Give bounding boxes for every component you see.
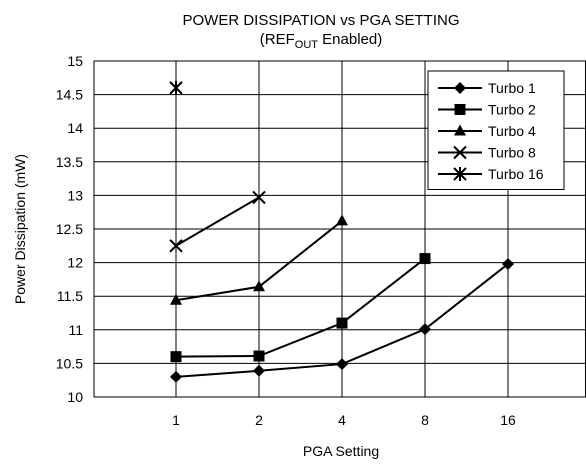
data-point [419,323,431,336]
legend-marker [454,124,466,136]
data-point [419,253,431,265]
series-group [169,80,514,383]
x-axis-label: PGA Setting [303,443,379,459]
series-line [175,196,260,247]
chart-subtitle-prefix: (REF [260,31,295,48]
y-tick-label: 12 [67,255,83,271]
x-tick-label: 8 [421,412,429,428]
legend-label: Turbo 16 [488,166,544,182]
legend: Turbo 1 Turbo 2 Turbo 4 Turbo 8 Turbo 16 [427,70,565,190]
data-point [252,190,266,205]
legend-item: Turbo 2 [438,102,536,118]
data-point [170,351,182,363]
legend-label: Turbo 2 [488,102,536,118]
series-turbo-2 [170,253,431,363]
data-point [336,317,348,329]
y-tick-label: 13.5 [56,154,83,170]
legend-label: Turbo 4 [488,123,536,139]
legend-marker [454,104,466,115]
legend-marker [453,167,467,181]
legend-label: Turbo 1 [488,80,536,96]
chart-title: POWER DISSIPATION vs PGA SETTING [183,12,460,29]
y-tick-label: 11 [68,322,83,338]
data-point [253,280,265,292]
data-point [169,239,183,253]
data-point [170,293,182,305]
series-turbo-1 [170,257,514,383]
y-tick-label: 14 [67,120,83,136]
x-tick-label: 4 [338,412,346,428]
y-tick-label: 10 [67,389,83,405]
y-axis-label: Power Dissipation (mW) [12,154,28,304]
data-point [336,214,348,226]
series-turbo-8 [169,190,266,253]
legend-marker [454,82,466,94]
x-tick-label: 1 [172,412,180,428]
y-tick-label: 11.5 [57,288,83,304]
data-point [253,350,265,362]
y-tick-label: 15 [67,53,83,69]
series-turbo-4 [170,214,348,305]
y-tick-label: 13 [67,187,83,203]
x-tick-labels: 1 2 4 8 16 [172,412,516,428]
data-point [170,370,182,383]
chart-subtitle-suffix: Enabled) [318,31,382,48]
chart-subtitle-subscript: OUT [295,39,319,51]
data-point [253,364,265,377]
x-tick-label: 2 [255,412,263,428]
legend-box [427,70,565,190]
legend-item: Turbo 4 [438,123,536,139]
legend-item: Turbo 8 [438,145,536,161]
y-tick-label: 12.5 [56,221,83,237]
y-tick-labels: 10 10.5 11 11.5 12 12.5 13 13.5 14 14.5 15 [56,53,83,405]
legend-label: Turbo 8 [488,145,536,161]
legend-item: Turbo 16 [438,166,544,182]
x-tick-label: 16 [500,412,516,428]
data-point [169,80,183,95]
y-tick-label: 14.5 [56,87,83,103]
chart-subtitle: (REFOUT Enabled) [260,31,382,51]
data-point [336,358,348,371]
data-point [502,257,514,270]
legend-item: Turbo 1 [438,80,536,96]
y-tick-label: 10.5 [56,355,83,371]
legend-marker [453,145,467,160]
series-line [175,257,426,358]
series-turbo-16 [169,80,183,95]
